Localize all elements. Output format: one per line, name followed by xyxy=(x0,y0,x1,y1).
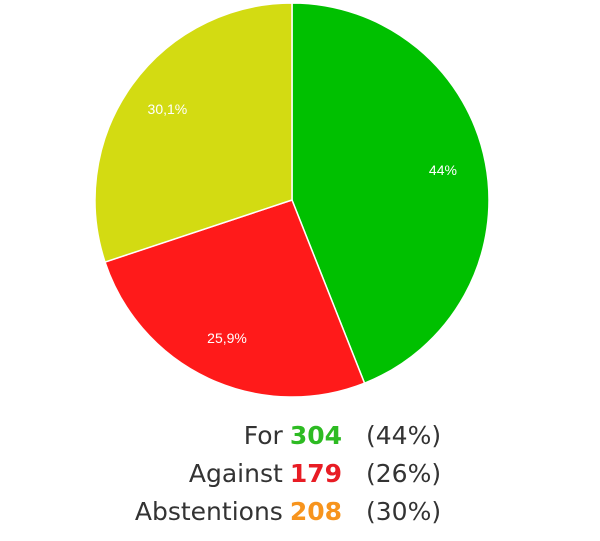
tally-row: Abstentions 208 xyxy=(135,497,342,526)
vote-option: Against xyxy=(189,459,283,488)
vote-option: Abstentions xyxy=(135,497,283,526)
vote-count: 208 xyxy=(290,497,342,526)
slice-label: 30,1% xyxy=(148,101,188,117)
vote-count: 179 xyxy=(290,459,342,488)
pie-slice xyxy=(291,2,490,385)
vote-share: (44%) xyxy=(366,421,441,450)
vote-count: 304 xyxy=(290,421,342,450)
tally-row: Against 179 xyxy=(189,459,342,488)
vote-share: (30%) xyxy=(366,497,441,526)
vote-option: For xyxy=(244,421,284,450)
tally-row: For 304 xyxy=(244,421,342,450)
pie-slice xyxy=(104,199,366,398)
pie-slice xyxy=(94,2,293,264)
slice-label: 25,9% xyxy=(207,330,247,346)
vote-share: (26%) xyxy=(366,459,441,488)
slice-label: 44% xyxy=(429,162,457,178)
